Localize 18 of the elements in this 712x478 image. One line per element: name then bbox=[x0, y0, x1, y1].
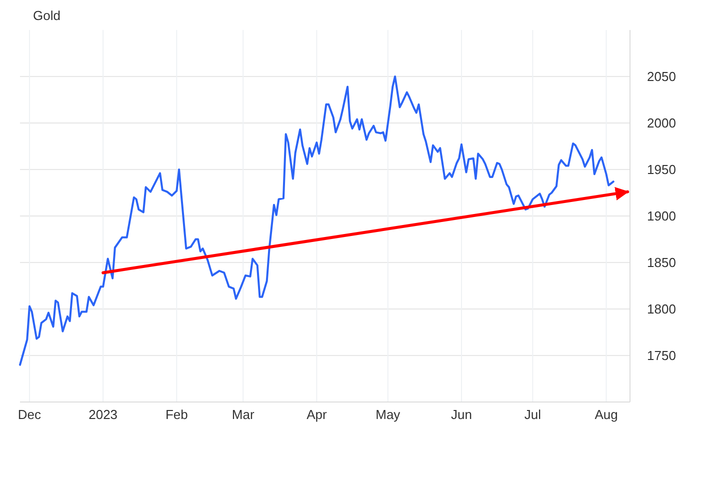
y-tick-label: 2000 bbox=[647, 116, 676, 131]
x-tick-label: Jun bbox=[450, 407, 472, 422]
y-tick-label: 1900 bbox=[647, 208, 676, 224]
x-tick-label: May bbox=[376, 407, 401, 422]
x-tick-label: Dec bbox=[18, 407, 42, 422]
y-tick-label: 1850 bbox=[647, 255, 676, 270]
x-tick-label: Jul bbox=[524, 407, 542, 422]
x-tick-label: Aug bbox=[594, 407, 618, 422]
y-tick-label: 2050 bbox=[647, 69, 676, 84]
y-tick-label: 1800 bbox=[647, 302, 676, 317]
y-tick-label: 1750 bbox=[647, 348, 676, 364]
y-tick-label: 1950 bbox=[647, 162, 676, 178]
chart-title: Gold bbox=[33, 8, 60, 23]
x-tick-label: Apr bbox=[306, 407, 328, 422]
line-series bbox=[19, 76, 614, 366]
x-tick-label: Mar bbox=[232, 407, 255, 422]
x-tick-label: 2023 bbox=[88, 407, 118, 422]
x-tick-label: Feb bbox=[165, 407, 188, 422]
